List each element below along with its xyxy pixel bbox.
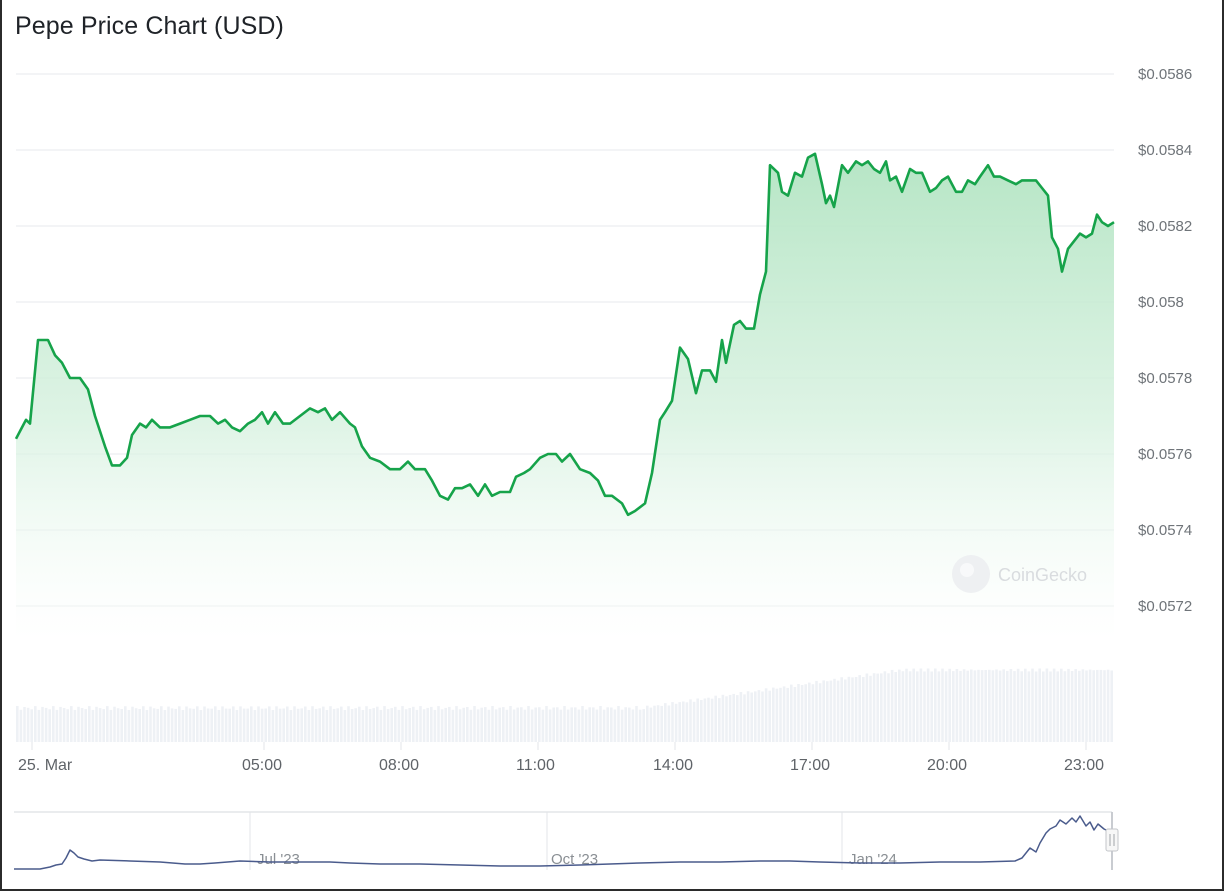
y-tick-label: $0.0576 xyxy=(1138,446,1192,463)
navigator-line xyxy=(14,815,1109,870)
chart-title: Pepe Price Chart (USD) xyxy=(15,12,284,40)
y-tick-label: $0.058 xyxy=(1138,294,1184,311)
y-axis: $0.0586 $0.0584 $0.0582 $0.058 $0.0578 $0.057… xyxy=(1138,66,1192,615)
price-area xyxy=(16,153,1114,641)
x-tick-label: 23:00 xyxy=(1064,757,1104,774)
x-tick-label: 20:00 xyxy=(927,757,967,774)
volume-bars xyxy=(16,668,1113,742)
y-tick-label: $0.0574 xyxy=(1138,522,1192,539)
x-tick-label: 25. Mar xyxy=(18,757,73,774)
navigator-label: Oct '23 xyxy=(551,851,598,868)
y-tick-label: $0.0578 xyxy=(1138,370,1192,387)
x-tick-label: 05:00 xyxy=(242,757,282,774)
y-tick-label: $0.0572 xyxy=(1138,598,1192,615)
x-tick-label: 08:00 xyxy=(379,757,419,774)
watermark-text: CoinGecko xyxy=(998,565,1087,585)
y-tick-label: $0.0582 xyxy=(1138,218,1192,235)
navigator-handle[interactable] xyxy=(1105,828,1119,852)
x-tick-label: 17:00 xyxy=(790,757,830,774)
y-tick-label: $0.0586 xyxy=(1138,66,1192,83)
navigator-label: Jul '23 xyxy=(257,851,300,868)
y-tick-label: $0.0584 xyxy=(1138,142,1192,159)
navigator-label: Jan '24 xyxy=(849,851,897,868)
x-tick-label: 11:00 xyxy=(516,757,555,774)
price-line[interactable] xyxy=(14,152,1115,517)
x-axis: 25. Mar 05:00 08:00 11:00 14:00 17:00 20:00 23:… xyxy=(18,742,1104,774)
coingecko-watermark: CoinGecko xyxy=(952,555,1087,593)
navigator[interactable]: Jul '23 Oct '23 Jan '24 xyxy=(14,811,1119,870)
x-tick-label: 14:00 xyxy=(653,757,693,774)
